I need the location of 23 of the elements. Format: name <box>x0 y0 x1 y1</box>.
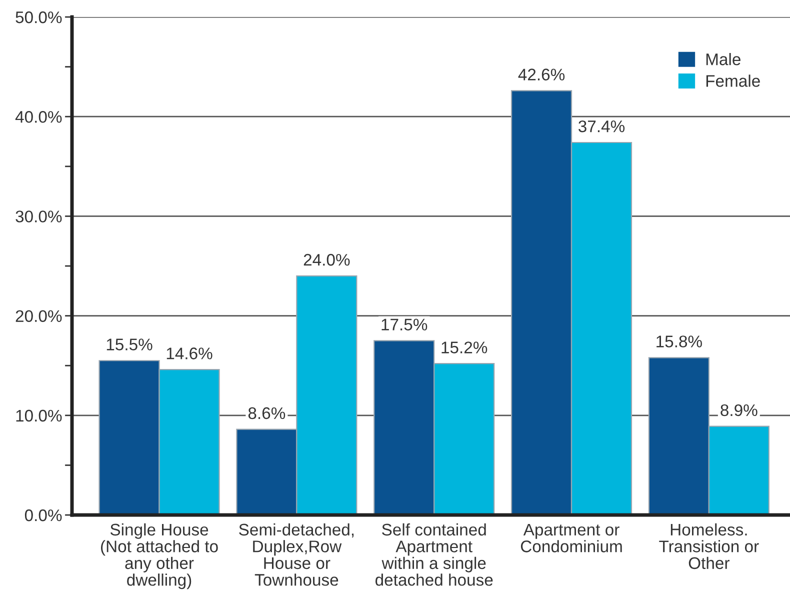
data-label: 15.2% <box>442 342 488 354</box>
y-tick-label: 30.0% <box>16 210 62 222</box>
data-label: 15.8% <box>656 336 702 348</box>
data-label: 8.9% <box>720 404 758 416</box>
y-tick-label: 10.0% <box>16 410 62 422</box>
data-label: 17.5% <box>382 318 428 330</box>
y-tick-label: 0.0% <box>24 509 62 522</box>
data-label: 42.6% <box>518 68 565 80</box>
x-tick-label: Homeless. Transistion or Other <box>659 523 759 570</box>
y-tick-label: 50.0% <box>16 11 62 24</box>
legend-label: Male <box>706 53 740 66</box>
y-tick-label: 40.0% <box>15 111 62 123</box>
legend-label: Female <box>706 74 760 87</box>
x-tick-label: Self contained Apartment within a single detached house <box>375 523 493 586</box>
data-label: 15.5% <box>106 338 152 350</box>
x-tick-label: Semi-detached, Duplex,Row House or Townhouse <box>239 523 354 586</box>
data-label: 37.4% <box>578 120 625 132</box>
x-tick-label: Single House (Not attached to any other dwelling) <box>101 523 218 590</box>
data-label: 8.6% <box>248 407 286 420</box>
y-tick-label: 20.0% <box>16 310 62 322</box>
data-label: 14.6% <box>166 348 212 360</box>
data-label: 24.0% <box>304 254 350 266</box>
x-tick-label: Apartment or Condominium <box>520 524 622 552</box>
